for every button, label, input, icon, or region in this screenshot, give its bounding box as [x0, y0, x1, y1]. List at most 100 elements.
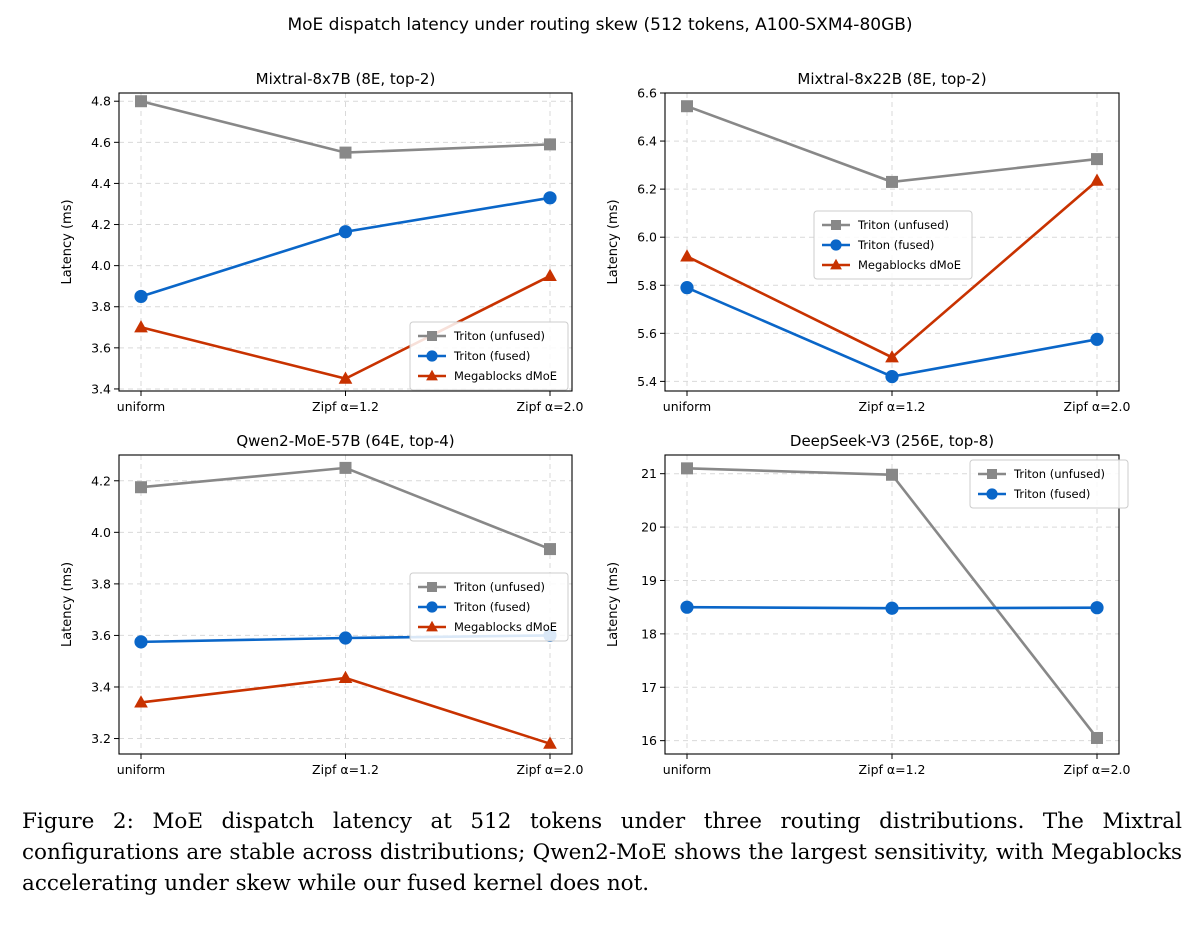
y-tick-label: 17: [641, 680, 657, 695]
data-point-triton-fused-0: [134, 289, 148, 304]
data-point-triton-unfused-1: [339, 146, 352, 159]
y-tick-label: 3.4: [91, 679, 111, 694]
data-point-triton-fused-2: [543, 191, 557, 205]
legend-marker-megablocks-dmoe: [830, 258, 842, 270]
data-point-triton-fused-0: [134, 635, 148, 649]
series-line-triton-unfused: [686, 104, 1098, 184]
y-axis-label: Latency (ms): [606, 562, 621, 647]
y-axis-label: Latency (ms): [60, 562, 75, 647]
y-tick-label: 3.4: [91, 381, 111, 396]
y-tick-label: 6.2: [637, 182, 657, 197]
x-tick-label: uniform: [117, 762, 165, 777]
figure: MoE dispatch latency under routing skew …: [60, 15, 1131, 777]
x-tick-label: Zipf α=2.0: [1064, 762, 1131, 777]
panel-mixtral-8x7b: 3.4 3.6 3.8 4.0 4.2 4.4 4.6 4.8 uniform Zipf α=1.…: [60, 70, 584, 414]
y-tick-label: 19: [641, 573, 657, 588]
data-point-triton-fused-1: [338, 631, 353, 645]
data-point-megablocks-dmoe-0: [134, 320, 148, 333]
data-point-triton-fused-2: [1090, 332, 1104, 346]
data-point-megablocks-dmoe-1: [338, 371, 353, 384]
x-tick-label: Zipf α=1.2: [859, 399, 926, 414]
data-point-triton-fused-1: [885, 369, 899, 384]
data-point-megablocks-dmoe-2: [1090, 173, 1104, 186]
y-tick-label: 18: [641, 626, 657, 641]
legend-entry-triton-fused: Triton (fused): [453, 349, 530, 363]
x-tick-label: Zipf α=1.2: [312, 399, 379, 414]
data-point-triton-unfused-2: [1091, 153, 1103, 166]
data-point-megablocks-dmoe-2: [543, 736, 557, 749]
legend-entry-triton-fused: Triton (fused): [1013, 487, 1090, 501]
x-tick-label: uniform: [117, 399, 165, 414]
legend-marker-triton-fused: [986, 488, 998, 500]
legend-box: [813, 210, 973, 280]
data-point-triton-fused-2: [1090, 601, 1104, 615]
y-tick-label: 4.2: [91, 217, 111, 232]
series-line-triton-unfused: [140, 99, 551, 154]
figure-suptitle: MoE dispatch latency under routing skew …: [287, 15, 912, 35]
panel-mixtral-8x22b: 5.4 5.6 5.8 6.0 6.2 6.4 6.6 uniform Zipf α=1.2 Zi…: [606, 70, 1131, 414]
y-tick-label: 5.6: [637, 326, 657, 341]
legend-marker-megablocks-dmoe: [426, 620, 438, 632]
data-point-triton-unfused-0: [135, 95, 147, 108]
y-tick-label: 4.0: [91, 258, 111, 273]
data-point-triton-unfused-1: [886, 175, 898, 188]
panel-title: Mixtral-8x22B (8E, top-2): [797, 70, 986, 88]
y-tick-label: 3.8: [91, 299, 111, 314]
data-point-triton-unfused-1: [886, 468, 898, 481]
y-tick-label: 4.0: [91, 525, 111, 540]
legend-marker-megablocks-dmoe: [426, 369, 438, 381]
x-tick-label: Zipf α=1.2: [312, 762, 379, 777]
data-point-triton-fused-0: [680, 281, 694, 295]
data-point-triton-unfused-0: [135, 481, 147, 494]
y-tick-label: 3.6: [91, 628, 111, 643]
data-point-triton-unfused-2: [1091, 731, 1103, 744]
legend-entry-triton-fused: Triton (fused): [857, 238, 934, 252]
legend-box: [409, 572, 569, 642]
y-tick-label: 3.6: [91, 340, 111, 355]
y-tick-label: 16: [641, 733, 657, 748]
panel-title: Qwen2-MoE-57B (64E, top-4): [236, 432, 454, 450]
x-tick-label: Zipf α=2.0: [1064, 399, 1131, 414]
legend-entry-triton-unfused: Triton (unfused): [453, 329, 545, 343]
y-tick-label: 4.2: [91, 473, 111, 488]
legend-entry-triton-unfused: Triton (unfused): [857, 218, 949, 232]
legend-marker-triton-unfused: [987, 469, 997, 479]
y-tick-label: 3.2: [91, 731, 111, 746]
data-point-megablocks-dmoe-0: [680, 249, 694, 262]
legend-marker-triton-unfused: [427, 331, 437, 341]
legend-entry-triton-unfused: Triton (unfused): [1013, 467, 1105, 481]
panel-qwen2-moe-57b: 3.2 3.4 3.6 3.8 4.0 4.2 uniform Zipf α=1.2 Zipf …: [60, 432, 584, 777]
y-tick-label: 4.8: [91, 94, 111, 109]
data-point-triton-unfused-2: [544, 138, 556, 151]
legend: Triton (unfused) Triton (fused): [969, 459, 1129, 509]
legend-entry-megablocks-dmoe: Megablocks dMoE: [454, 620, 557, 634]
y-tick-label: 4.4: [91, 176, 111, 191]
y-tick-label: 3.8: [91, 576, 111, 591]
data-point-triton-unfused-1: [339, 461, 352, 474]
panel-title: DeepSeek-V3 (256E, top-8): [790, 432, 994, 450]
legend-box: [409, 321, 569, 391]
legend: Triton (unfused) Triton (fused) Megablocks…: [409, 572, 569, 642]
x-tick-label: Zipf α=1.2: [859, 762, 926, 777]
legend: Triton (unfused) Triton (fused) Megablocks…: [409, 321, 569, 391]
legend-entry-triton-fused: Triton (fused): [453, 600, 530, 614]
figure-caption: Figure 2: MoE dispatch latency at 512 to…: [22, 809, 1182, 896]
x-tick-label: Zipf α=2.0: [517, 762, 584, 777]
panel-deepseek-v3: 16 17 18 19 20 21 uniform Zipf α=1.2 Zipf α=2.0 D…: [606, 432, 1131, 777]
legend-marker-triton-fused: [426, 601, 438, 613]
data-point-triton-unfused-0: [681, 462, 693, 475]
legend-marker-triton-fused: [830, 239, 842, 251]
x-tick-label: Zipf α=2.0: [517, 399, 584, 414]
y-tick-label: 5.4: [637, 374, 657, 389]
legend-marker-triton-unfused: [427, 582, 437, 592]
data-point-triton-fused-0: [680, 600, 694, 614]
legend-marker-triton-fused: [426, 350, 438, 362]
data-point-megablocks-dmoe-2: [543, 268, 557, 281]
y-tick-label: 6.4: [637, 134, 657, 149]
y-tick-label: 4.6: [91, 135, 111, 150]
data-point-megablocks-dmoe-1: [338, 670, 353, 684]
y-tick-label: 6.6: [637, 86, 657, 101]
legend-marker-triton-unfused: [831, 220, 841, 230]
legend: Triton (unfused) Triton (fused) Megablocks…: [813, 210, 973, 280]
data-point-triton-unfused-2: [544, 543, 556, 556]
